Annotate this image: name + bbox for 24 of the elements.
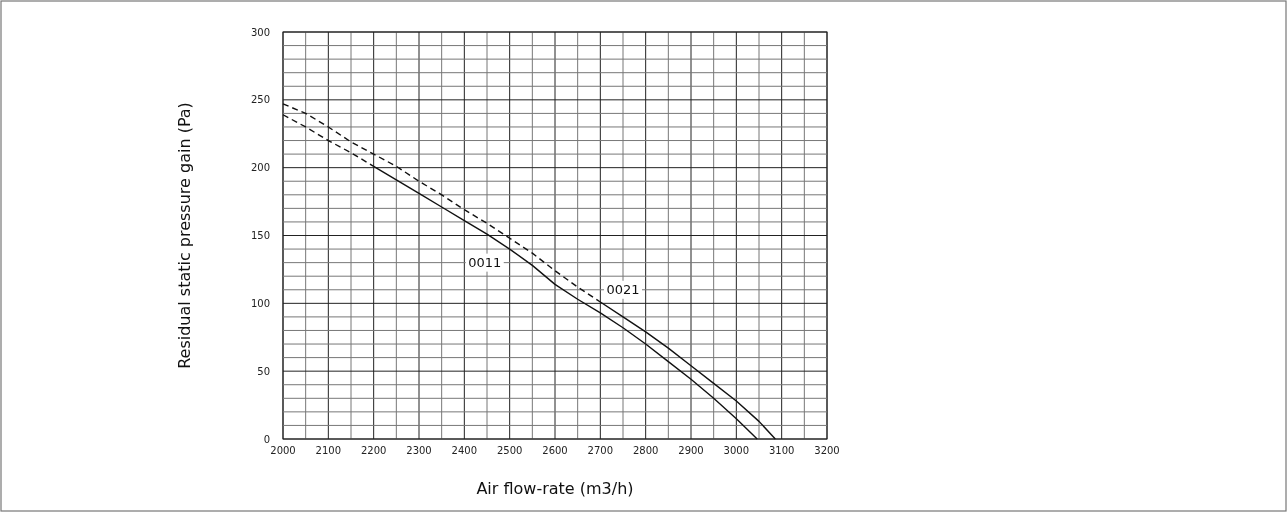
y-tick-label: 50 xyxy=(257,365,270,377)
y-axis-title: Residual static pressure gain (Pa) xyxy=(175,102,194,369)
x-tick-label: 2800 xyxy=(632,445,659,456)
y-tick-label: 200 xyxy=(250,162,270,174)
y-tick-label: 0 xyxy=(263,433,270,445)
x-tick-label: 2900 xyxy=(678,445,704,456)
x-tick-label: 3000 xyxy=(723,445,750,456)
x-tick-label: 2000 xyxy=(270,445,296,456)
y-tick-label: 150 xyxy=(250,230,270,241)
x-tick-label: 2600 xyxy=(542,445,568,456)
annotation: 0021 xyxy=(606,282,640,298)
x-tick-label: 2500 xyxy=(496,445,523,456)
y-tick-label: 300 xyxy=(250,26,270,38)
x-tick-label: 2400 xyxy=(451,445,478,456)
x-tick-label: 3200 xyxy=(814,445,840,456)
y-tick-label: 250 xyxy=(250,94,270,106)
x-tick-label: 2700 xyxy=(587,445,614,456)
x-tick-label: 3100 xyxy=(768,445,795,456)
x-axis-title: Air flow-rate (m3/h) xyxy=(476,479,634,498)
x-tick-label: 2200 xyxy=(360,445,387,456)
annotation: 0011 xyxy=(468,255,502,271)
y-tick-label: 100 xyxy=(250,297,270,309)
x-tick-label: 2300 xyxy=(406,445,432,456)
x-tick-label: 2100 xyxy=(315,445,342,456)
